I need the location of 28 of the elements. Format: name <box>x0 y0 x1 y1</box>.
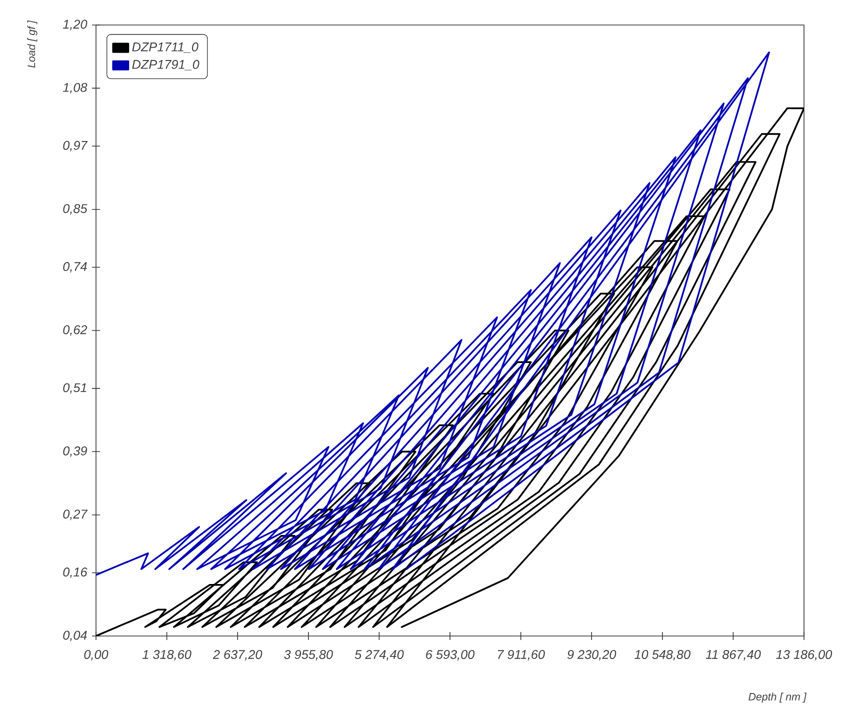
y-tick-label: 1,08 <box>62 82 88 94</box>
line-series <box>96 107 804 636</box>
x-tick-label: 2 637,20 <box>212 650 262 661</box>
x-tick-label: 10 548,80 <box>634 650 690 661</box>
x-tick-label: 1 318,60 <box>142 650 192 661</box>
y-tick-label: 0,16 <box>63 568 88 578</box>
y-tick-label: 0,51 <box>63 383 86 394</box>
y-axis-title: Load [ gf ] <box>27 20 38 68</box>
x-tick-label: 3 955,80 <box>284 650 333 661</box>
y-tick-label: 0,04 <box>63 630 87 642</box>
y-tick-label: 0,85 <box>63 204 88 215</box>
x-tick-label: 11 867,40 <box>706 650 761 661</box>
x-tick-label: 0,00 <box>84 650 108 661</box>
legend-label: DZP1791_0 <box>132 60 200 70</box>
x-tick-label: 7 911,60 <box>498 650 545 661</box>
x-tick-label: 6 593,00 <box>426 650 475 661</box>
legend-label: DZP1711_0 <box>132 42 198 53</box>
x-tick-label: 5 274,40 <box>354 650 404 661</box>
y-tick-label: 0,27 <box>63 510 88 520</box>
line-series <box>96 52 770 576</box>
y-tick-label: 0,62 <box>63 325 88 336</box>
y-tick-label: 0,39 <box>63 446 88 457</box>
x-tick-label: 9 230,20 <box>567 650 616 661</box>
x-axis-title: Depth [ nm ] <box>748 692 807 703</box>
y-tick-label: 1,20 <box>62 20 88 30</box>
y-tick-label: 0,74 <box>63 262 87 273</box>
x-tick-label: 13 186,00 <box>776 650 832 661</box>
y-tick-label: 0,97 <box>63 140 88 152</box>
